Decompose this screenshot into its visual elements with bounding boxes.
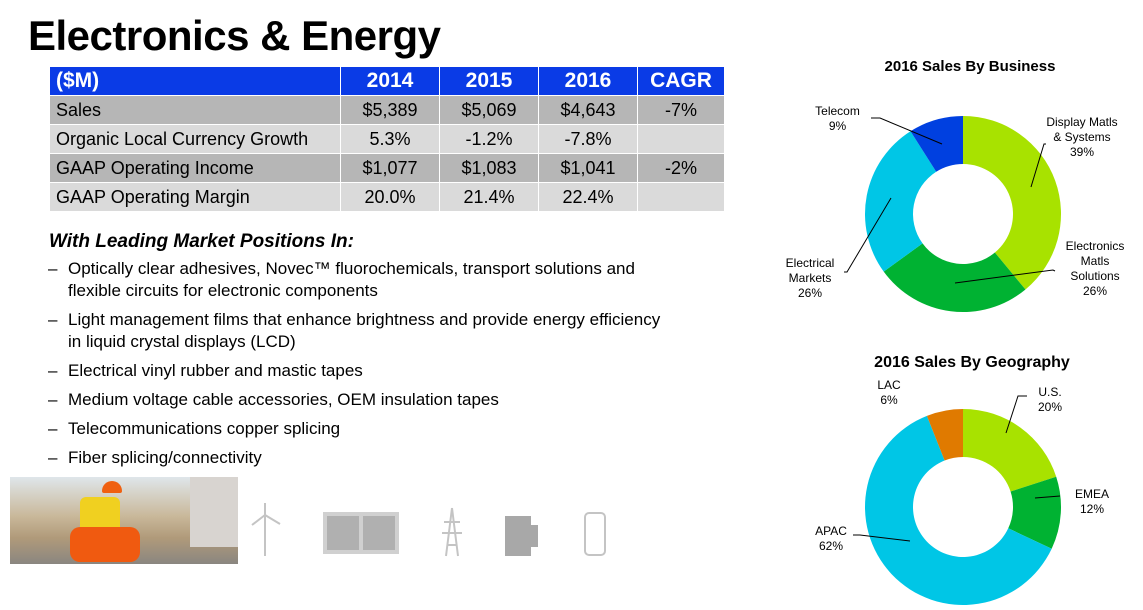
table-row: GAAP Operating Margin 20.0% 21.4% 22.4% [49, 182, 725, 212]
cell: $1,077 [340, 153, 440, 183]
donut-slice-display-matls-systems [963, 116, 1061, 290]
list-item: Medium voltage cable accessories, OEM in… [48, 389, 668, 411]
window-film-icon [323, 512, 399, 554]
cell: -1.2% [439, 124, 539, 154]
cell [637, 182, 725, 212]
list-item: Fiber splicing/connectivity [48, 447, 668, 469]
workers-photo [10, 477, 238, 564]
data-label-us: U.S. 20% [1037, 385, 1063, 414]
table-row: GAAP Operating Income $1,077 $1,083 $1,041-… [49, 153, 725, 183]
donut-slice-u-s- [963, 409, 1057, 492]
data-label-telecom: Telecom 9% [815, 104, 860, 133]
header-cell: 2016 [538, 66, 638, 96]
header-cell: CAGR [637, 66, 725, 96]
donut-slice-emea [1008, 476, 1061, 549]
data-label-electronics: Electronics Matls Solutions 26% [1065, 239, 1125, 298]
cell: -7% [637, 95, 725, 125]
power-tower-icon [442, 507, 462, 557]
row-label: Sales [49, 95, 341, 125]
cell: $5,069 [439, 95, 539, 125]
row-label: GAAP Operating Margin [49, 182, 341, 212]
cell: 21.4% [439, 182, 539, 212]
header-cell: ($M) [49, 66, 341, 96]
cell: $5,389 [340, 95, 440, 125]
data-label-lac: LAC 6% [877, 378, 901, 407]
circuit-board-icon [505, 516, 538, 556]
table-row: Sales $5,389 $5,069 $4,643 -7% [49, 95, 725, 125]
table-row: Organic Local Currency Growth 5.3% -1.2% -7… [49, 124, 725, 154]
list-item: Optically clear adhesives, Novec™ fluoro… [48, 258, 668, 302]
donut-slice-apac [865, 415, 1052, 605]
header-cell: 2014 [340, 66, 440, 96]
cell: -2% [637, 153, 725, 183]
cell: 5.3% [340, 124, 440, 154]
wind-turbine-icon [251, 503, 281, 556]
list-item: Electrical vinyl rubber and mastic tapes [48, 360, 668, 382]
leader-lines [844, 117, 1061, 542]
donut-slice-electronics-matls-solutions [883, 243, 1026, 312]
financial-table: ($M) 2014 2015 2016 CAGR Sales $5,389 $5,0… [49, 66, 725, 212]
cell: 22.4% [538, 182, 638, 212]
cell [637, 124, 725, 154]
row-label: GAAP Operating Income [49, 153, 341, 183]
cell: $1,083 [439, 153, 539, 183]
geography-donut-chart [865, 409, 1061, 605]
data-label-display: Display Matls & Systems 39% [1046, 115, 1118, 159]
cell: $4,643 [538, 95, 638, 125]
donut-slice-telecom [910, 116, 963, 172]
table-header: ($M) 2014 2015 2016 CAGR [49, 66, 725, 96]
data-label-electrical: Electrical Markets 26% [785, 256, 835, 300]
data-label-apac: APAC 62% [815, 524, 847, 553]
business-donut-chart [864, 116, 1061, 312]
cell: $1,041 [538, 153, 638, 183]
positions-list: Optically clear adhesives, Novec™ fluoro… [48, 258, 668, 476]
donut-slice-lac [926, 409, 963, 461]
chart-title: 2016 Sales By Business [884, 58, 1056, 75]
donut-slice-electrical-markets [864, 131, 937, 272]
chart-title: 2016 Sales By Geography [874, 354, 1070, 371]
section-heading: With Leading Market Positions In: [49, 231, 354, 252]
cell: 20.0% [340, 182, 440, 212]
smartphone-icon [584, 512, 606, 556]
list-item: Telecommunications copper splicing [48, 418, 668, 440]
list-item: Light management films that enhance brig… [48, 309, 668, 353]
page-title: Electronics & Energy [28, 12, 441, 59]
row-label: Organic Local Currency Growth [49, 124, 341, 154]
data-label-emea: EMEA 12% [1074, 487, 1109, 516]
